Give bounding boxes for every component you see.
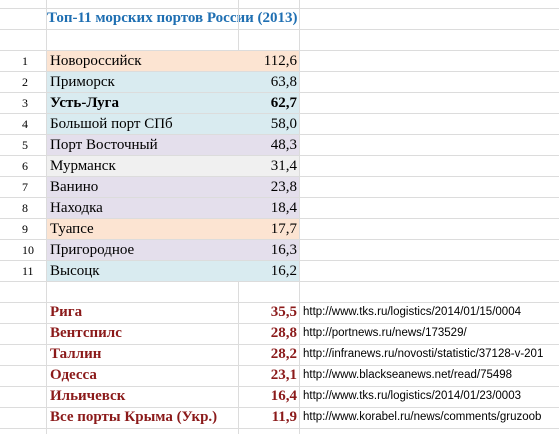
- sheet-title[interactable]: Топ-11 морских портов России (2013): [47, 10, 298, 26]
- grid-row-line: [0, 113, 559, 114]
- source-url-cell[interactable]: http://www.korabel.ru/news/comments/gruz…: [303, 411, 542, 423]
- grid-row-line: [0, 260, 559, 261]
- port-value-cell[interactable]: 112,6: [238, 51, 299, 71]
- foreign-port-name-cell[interactable]: Рига: [50, 304, 83, 320]
- foreign-port-value-cell[interactable]: 28,2: [270, 346, 297, 362]
- row-number[interactable]: 1: [22, 54, 28, 68]
- source-url-cell[interactable]: http://www.blackseanews.net/read/75498: [303, 369, 513, 381]
- grid-row-line: [0, 428, 559, 429]
- row-number[interactable]: 3: [22, 96, 28, 110]
- grid-row-line: [0, 302, 559, 303]
- port-name-cell[interactable]: Ванино: [47, 177, 238, 197]
- port-value-cell[interactable]: 48,3: [238, 135, 299, 155]
- port-name-cell[interactable]: Высоцк: [47, 261, 238, 281]
- grid-row-line: [0, 92, 559, 93]
- foreign-port-name-cell[interactable]: Вентспилс: [50, 325, 122, 341]
- grid-row-line: [0, 239, 559, 240]
- row-number[interactable]: 7: [22, 180, 28, 194]
- grid-row-line: [0, 50, 559, 51]
- row-number[interactable]: 6: [22, 159, 28, 173]
- port-name-cell[interactable]: Пригородное: [47, 240, 238, 260]
- grid-row-line: [0, 29, 559, 30]
- row-number[interactable]: 2: [22, 75, 28, 89]
- port-name-cell[interactable]: Порт Восточный: [47, 135, 238, 155]
- foreign-port-value-cell[interactable]: 11,9: [271, 409, 297, 425]
- row-number[interactable]: 9: [22, 222, 28, 236]
- row-number[interactable]: 5: [22, 138, 28, 152]
- row-number[interactable]: 4: [22, 117, 28, 131]
- port-value-cell[interactable]: 18,4: [238, 198, 299, 218]
- port-name-cell[interactable]: Приморск: [47, 72, 238, 92]
- row-number[interactable]: 10: [22, 243, 34, 257]
- port-value-cell[interactable]: 58,0: [238, 114, 299, 134]
- port-value-cell[interactable]: 16,2: [238, 261, 299, 281]
- foreign-port-value-cell[interactable]: 28,8: [270, 325, 297, 341]
- port-name-cell[interactable]: Находка: [47, 198, 238, 218]
- grid-row-line: [0, 155, 559, 156]
- grid-row-line: [0, 386, 559, 387]
- foreign-port-value-cell[interactable]: 23,1: [270, 367, 297, 383]
- grid-row-line: [0, 323, 559, 324]
- source-url-cell[interactable]: http://www.tks.ru/logistics/2014/01/23/0…: [303, 390, 521, 402]
- grid-row-line: [0, 197, 559, 198]
- port-name-cell[interactable]: Усть-Луга: [47, 93, 238, 113]
- port-name-cell[interactable]: Мурманск: [47, 156, 238, 176]
- grid-column-line: [46, 0, 47, 434]
- grid-row-line: [0, 218, 559, 219]
- foreign-port-name-cell[interactable]: Таллин: [50, 346, 102, 362]
- grid-row-line: [0, 176, 559, 177]
- grid-column-line: [299, 0, 300, 434]
- foreign-port-value-cell[interactable]: 16,4: [270, 388, 297, 404]
- port-value-cell[interactable]: 23,8: [238, 177, 299, 197]
- grid-row-line: [0, 344, 559, 345]
- port-value-cell[interactable]: 62,7: [238, 93, 299, 113]
- row-number[interactable]: 11: [22, 264, 34, 278]
- foreign-port-name-cell[interactable]: Все порты Крыма (Укр.): [50, 409, 218, 425]
- foreign-port-value-cell[interactable]: 35,5: [270, 304, 297, 320]
- port-name-cell[interactable]: Новороссийск: [47, 51, 238, 71]
- port-value-cell[interactable]: 17,7: [238, 219, 299, 239]
- foreign-port-name-cell[interactable]: Одесса: [50, 367, 97, 383]
- grid-row-line: [0, 71, 559, 72]
- source-url-cell[interactable]: http://infranews.ru/novosti/statistic/37…: [303, 348, 544, 360]
- grid-row-line: [0, 407, 559, 408]
- grid-row-line: [0, 281, 559, 282]
- source-url-cell[interactable]: http://portnews.ru/news/173529/: [303, 327, 467, 339]
- grid-row-line: [0, 134, 559, 135]
- grid-row-line: [0, 365, 559, 366]
- port-name-cell[interactable]: Большой порт СПб: [47, 114, 238, 134]
- source-url-cell[interactable]: http://www.tks.ru/logistics/2014/01/15/0…: [303, 306, 521, 318]
- port-value-cell[interactable]: 16,3: [238, 240, 299, 260]
- port-value-cell[interactable]: 31,4: [238, 156, 299, 176]
- foreign-port-name-cell[interactable]: Ильичевск: [50, 388, 126, 404]
- port-name-cell[interactable]: Туапсе: [47, 219, 238, 239]
- port-value-cell[interactable]: 63,8: [238, 72, 299, 92]
- grid-row-line: [0, 8, 559, 9]
- row-number[interactable]: 8: [22, 201, 28, 215]
